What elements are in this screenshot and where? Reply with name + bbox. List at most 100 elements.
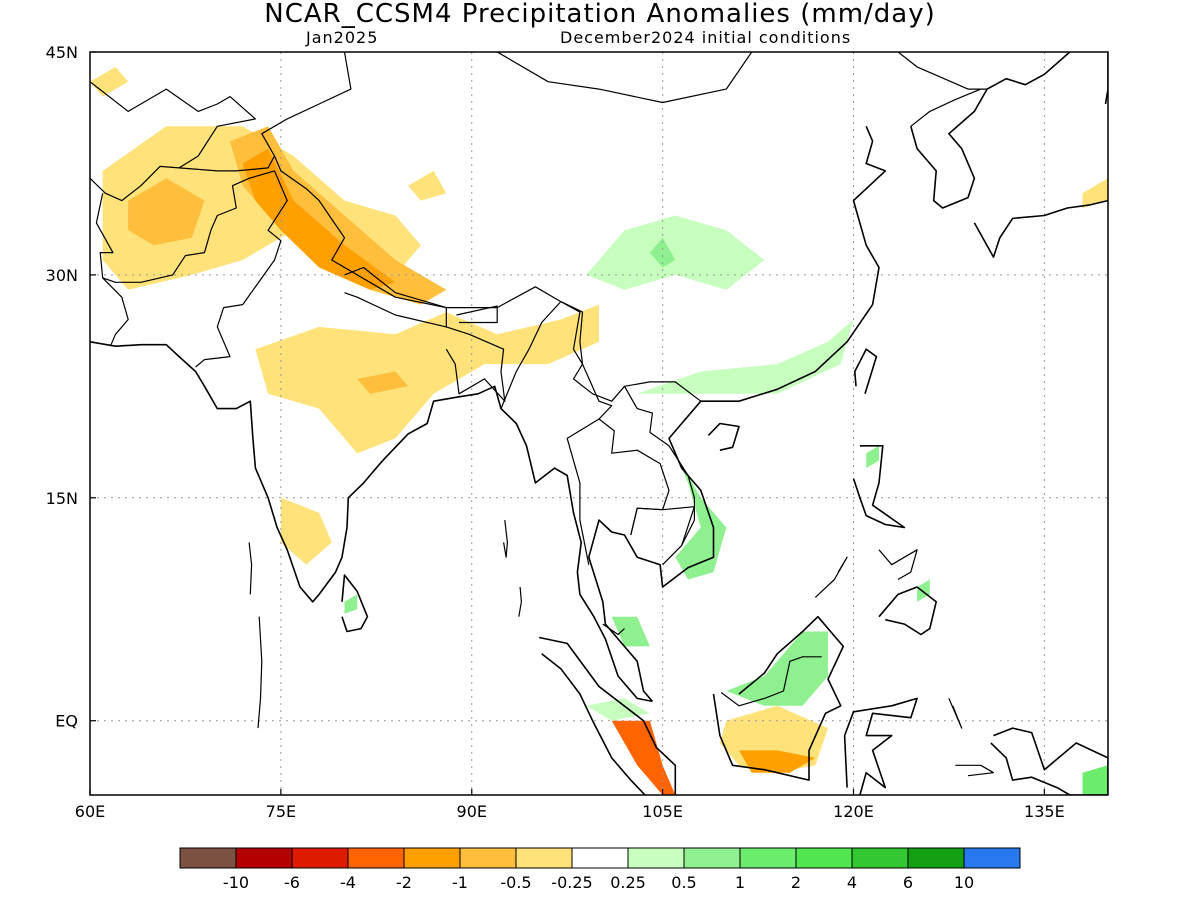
colorbar-swatch — [907, 847, 965, 869]
anomaly-kazakh-dry — [90, 66, 129, 97]
nicobar-islands — [518, 586, 523, 617]
anomaly-india-dry-core — [357, 371, 409, 394]
myanmar — [500, 301, 613, 565]
anomaly-sumatra-dry — [611, 720, 676, 795]
y-tick-label: 45N — [46, 43, 78, 62]
anomaly-png-wet — [1082, 765, 1108, 795]
mindanao — [878, 586, 938, 636]
y-tick-label: 30N — [46, 266, 78, 285]
japan — [973, 199, 1108, 258]
map-frame — [89, 51, 1109, 796]
anomaly-sri-lanka-wet — [344, 594, 358, 614]
luzon — [852, 444, 906, 529]
anomaly-borneo-wet — [726, 631, 828, 706]
bangladesh — [445, 326, 506, 402]
thai-malay — [602, 623, 625, 636]
sulawesi — [843, 697, 918, 795]
new-guinea — [990, 727, 1108, 795]
axis-labels: 60E 75E 90E 105E 120E 135E 45N 30N 15N EQ — [46, 43, 1065, 821]
lat-lon-gridlines — [90, 52, 1108, 795]
colorbar-label: -1 — [452, 873, 468, 892]
lakshadweep — [248, 542, 253, 595]
colorbar-swatch — [179, 847, 237, 869]
colorbar-swatch — [627, 847, 685, 869]
y-tick-label: EQ — [55, 712, 78, 731]
cambodia — [630, 506, 696, 546]
colorbar-label: 4 — [847, 873, 857, 892]
island-outlines — [248, 520, 995, 777]
x-tick-label: 90E — [457, 802, 487, 821]
anomaly-himalaya-dry-core — [242, 148, 396, 290]
x-tick-label: 75E — [266, 802, 296, 821]
colorbar-swatch — [515, 847, 573, 869]
colorbar-legend: -10 -6 -4 -2 -1 -0.5 -0.25 0.25 0.5 1 2 4 6 10 — [179, 847, 1021, 892]
anomaly-tibet-wet-core — [649, 237, 676, 268]
colorbar-swatch — [459, 847, 517, 869]
colorbar-swatch — [739, 847, 797, 869]
anomaly-south-china-wet — [637, 319, 854, 394]
colorbar-label: 10 — [954, 873, 974, 892]
anomaly-tibet-wet — [586, 215, 765, 290]
colorbar-label: 1 — [735, 873, 745, 892]
colorbar-label: 0.5 — [671, 873, 696, 892]
china-north — [897, 52, 988, 90]
bhutan — [456, 305, 498, 324]
anomaly-himalaya-dry — [230, 126, 447, 305]
colorbar-swatch — [291, 847, 349, 869]
x-tick-label: 135E — [1024, 802, 1065, 821]
x-tick-label: 60E — [75, 802, 105, 821]
colorbar-label: -6 — [284, 873, 300, 892]
country-borders — [90, 52, 988, 707]
colorbar-label: -4 — [340, 873, 356, 892]
visayas — [878, 549, 918, 581]
colorbar-swatch — [347, 847, 405, 869]
colorbar-swatch — [795, 847, 853, 869]
y-tick-label: 15N — [46, 489, 78, 508]
malay-west — [90, 341, 653, 703]
coastlines — [90, 52, 1108, 795]
anomaly-tibet-dry — [408, 170, 447, 201]
seram — [955, 764, 995, 777]
anomaly-philippines-wet — [866, 445, 879, 469]
palawan — [814, 556, 848, 598]
sri-lanka — [341, 574, 369, 633]
hokkaido — [1104, 52, 1108, 105]
uzbek-tajik — [90, 81, 276, 172]
colorbar-swatch — [403, 847, 461, 869]
colorbar-swatch — [235, 847, 293, 869]
taiwan — [853, 348, 878, 395]
colorbar-label: -0.25 — [551, 873, 592, 892]
china-korea — [910, 88, 982, 127]
laos-thai — [598, 418, 670, 536]
halmahera — [948, 698, 963, 729]
nepal — [344, 266, 447, 328]
anomaly-borneo-dry-core — [739, 750, 816, 773]
anomaly-south-india-dry — [280, 497, 332, 565]
colorbar-swatch — [683, 847, 741, 869]
china-east-coast — [587, 125, 887, 702]
andaman-islands — [503, 520, 508, 558]
laos-viet — [623, 386, 696, 566]
colorbar-swatch — [963, 847, 1021, 869]
russia-coast — [986, 52, 1071, 90]
borneo — [712, 615, 845, 781]
colorbar-swatch — [851, 847, 909, 869]
anomaly-shading — [90, 66, 1108, 795]
colorbar-label: 0.25 — [610, 873, 646, 892]
anomaly-vietnam-wet — [675, 453, 727, 580]
turkmen-afghan — [90, 165, 180, 202]
forecast-month: Jan2025 — [306, 28, 379, 47]
anomaly-sumatra-wet — [611, 616, 650, 647]
borneo-border — [720, 656, 822, 707]
iran-pak — [102, 277, 129, 347]
maldives — [257, 616, 263, 729]
map-title: NCAR_CCSM4 Precipitation Anomalies (mm/d… — [264, 0, 936, 29]
anomaly-india-dry — [255, 304, 599, 454]
colorbar-swatch — [571, 847, 629, 869]
colorbar-label: -0.5 — [500, 873, 531, 892]
sumatra — [539, 636, 677, 795]
hainan — [707, 422, 740, 451]
anomaly-japan-dry — [1082, 178, 1108, 208]
colorbar-label: 6 — [903, 873, 913, 892]
